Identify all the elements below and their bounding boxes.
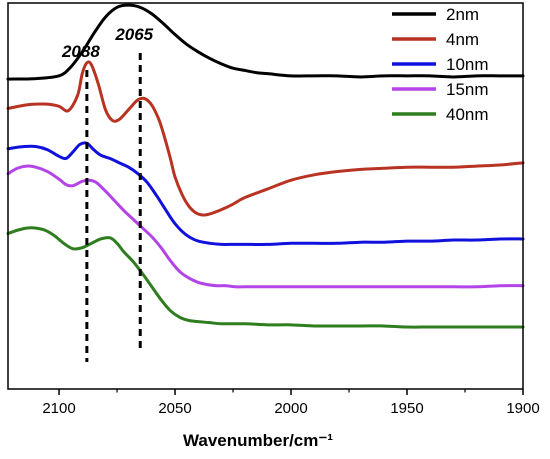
x-tick-label-2050: 2050 (158, 400, 191, 417)
series-line-2nm (6, 3, 525, 81)
series-line-10nm (6, 141, 525, 246)
legend-label-2nm: 2nm (446, 5, 479, 24)
legend-label-10nm: 10nm (446, 55, 489, 74)
legend-label-4nm: 4nm (446, 30, 479, 49)
annotation-label-2088: 2088 (61, 42, 100, 61)
series-layer (6, 3, 525, 329)
legend-label-15nm: 15nm (446, 80, 489, 99)
plot-frame (7, 2, 524, 390)
x-tick-label-1950: 1950 (390, 400, 423, 417)
x-ticks: 2100 2050 2000 1950 1900 (42, 389, 540, 417)
x-tick-label-2000: 2000 (274, 400, 307, 417)
x-axis-title: Wavenumber/cm⁻¹ (183, 431, 333, 450)
legend-label-40nm: 40nm (446, 105, 489, 124)
series-line-40nm (6, 226, 525, 329)
x-tick-label-2100: 2100 (42, 400, 75, 417)
annotation-layer: 2088 2065 (61, 25, 154, 362)
x-tick-label-1900: 1900 (506, 400, 539, 417)
legend: 2nm 4nm 10nm 15nm 40nm (392, 5, 489, 124)
series-line-15nm (6, 164, 525, 289)
series-line-4nm (6, 60, 525, 217)
annotation-label-2065: 2065 (114, 25, 153, 44)
